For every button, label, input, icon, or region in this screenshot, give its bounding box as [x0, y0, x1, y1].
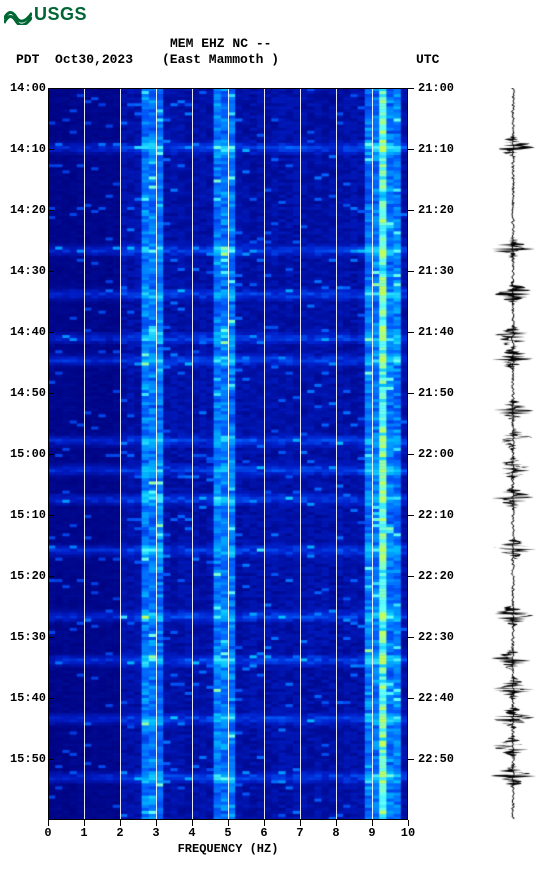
xtick-label: 8 [332, 826, 339, 840]
ytick-label: 15:40 [10, 691, 46, 705]
tz-right: UTC [416, 52, 439, 67]
logo-text: USGS [34, 4, 87, 25]
ytick-label: 15:50 [10, 752, 46, 766]
ytick-label: 21:00 [418, 81, 454, 95]
seismogram-canvas [486, 88, 540, 820]
wave-icon [4, 5, 32, 25]
ytick-mark [408, 271, 414, 272]
gridline [84, 88, 85, 820]
ytick-mark [408, 210, 414, 211]
ytick-label: 22:20 [418, 569, 454, 583]
spectrogram-plot [48, 88, 408, 820]
ytick-label: 22:30 [418, 630, 454, 644]
ytick-label: 15:00 [10, 447, 46, 461]
gridline [372, 88, 373, 820]
ytick-label: 14:30 [10, 264, 46, 278]
ytick-mark [408, 698, 414, 699]
plot-border-top [48, 88, 408, 89]
ytick-mark [408, 576, 414, 577]
gridline [156, 88, 157, 820]
ytick-label: 15:30 [10, 630, 46, 644]
seismogram-plot [486, 88, 540, 820]
ytick-mark [408, 515, 414, 516]
ytick-label: 22:10 [418, 508, 454, 522]
station-code: MEM EHZ NC -- [170, 36, 271, 51]
plot-border-left [48, 88, 49, 820]
y-axis-left: 14:0014:1014:2014:3014:4014:5015:0015:10… [0, 88, 48, 820]
gridline [120, 88, 121, 820]
usgs-logo: USGS [4, 4, 87, 25]
xtick-label: 6 [260, 826, 267, 840]
ytick-label: 21:40 [418, 325, 454, 339]
ytick-label: 14:20 [10, 203, 46, 217]
xtick-label: 9 [368, 826, 375, 840]
header-left: PDT Oct30,2023 [16, 52, 133, 67]
x-axis-label: FREQUENCY (HZ) [178, 842, 279, 856]
gridline [336, 88, 337, 820]
gridline [300, 88, 301, 820]
ytick-mark [408, 637, 414, 638]
x-axis: FREQUENCY (HZ) 012345678910 [48, 820, 408, 860]
xtick-label: 10 [401, 826, 415, 840]
gridline [192, 88, 193, 820]
gridline [228, 88, 229, 820]
plot-border-right [407, 88, 408, 820]
ytick-label: 22:50 [418, 752, 454, 766]
ytick-mark [408, 332, 414, 333]
ytick-label: 21:10 [418, 142, 454, 156]
ytick-label: 21:30 [418, 264, 454, 278]
ytick-mark [408, 454, 414, 455]
ytick-mark [408, 393, 414, 394]
xtick-label: 2 [116, 826, 123, 840]
ytick-mark [408, 759, 414, 760]
xtick-label: 0 [44, 826, 51, 840]
xtick-label: 3 [152, 826, 159, 840]
ytick-label: 14:40 [10, 325, 46, 339]
ytick-mark [408, 88, 414, 89]
xtick-label: 4 [188, 826, 195, 840]
xtick-label: 5 [224, 826, 231, 840]
xtick-label: 7 [296, 826, 303, 840]
ytick-label: 21:50 [418, 386, 454, 400]
y-axis-right: 21:0021:1021:2021:3021:4021:5022:0022:10… [408, 88, 462, 820]
plot-border-bottom [48, 819, 408, 820]
xtick-label: 1 [80, 826, 87, 840]
station-name: (East Mammoth ) [162, 52, 279, 67]
ytick-label: 21:20 [418, 203, 454, 217]
date: Oct30,2023 [55, 52, 133, 67]
ytick-label: 22:00 [418, 447, 454, 461]
ytick-label: 15:20 [10, 569, 46, 583]
ytick-label: 14:00 [10, 81, 46, 95]
gridline [264, 88, 265, 820]
ytick-label: 14:10 [10, 142, 46, 156]
ytick-label: 14:50 [10, 386, 46, 400]
ytick-mark [408, 149, 414, 150]
ytick-label: 15:10 [10, 508, 46, 522]
tz-left: PDT [16, 52, 39, 67]
ytick-label: 22:40 [418, 691, 454, 705]
